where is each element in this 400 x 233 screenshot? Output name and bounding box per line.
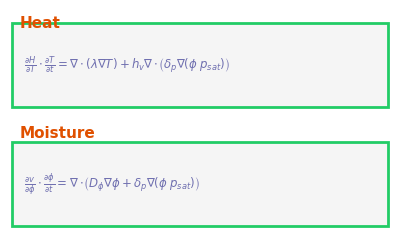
FancyBboxPatch shape [12, 142, 388, 226]
Text: $\frac{\partial v}{\partial \phi}\cdot\frac{\partial \phi}{\partial t} = \nabla\: $\frac{\partial v}{\partial \phi}\cdot\f… [24, 171, 200, 197]
Text: Heat: Heat [20, 16, 61, 31]
Text: Moisture: Moisture [20, 126, 96, 141]
Text: $\frac{\partial H}{\partial T}\cdot\frac{\partial T}{\partial t} = \nabla\cdot(\: $\frac{\partial H}{\partial T}\cdot\frac… [24, 54, 230, 76]
FancyBboxPatch shape [12, 23, 388, 107]
